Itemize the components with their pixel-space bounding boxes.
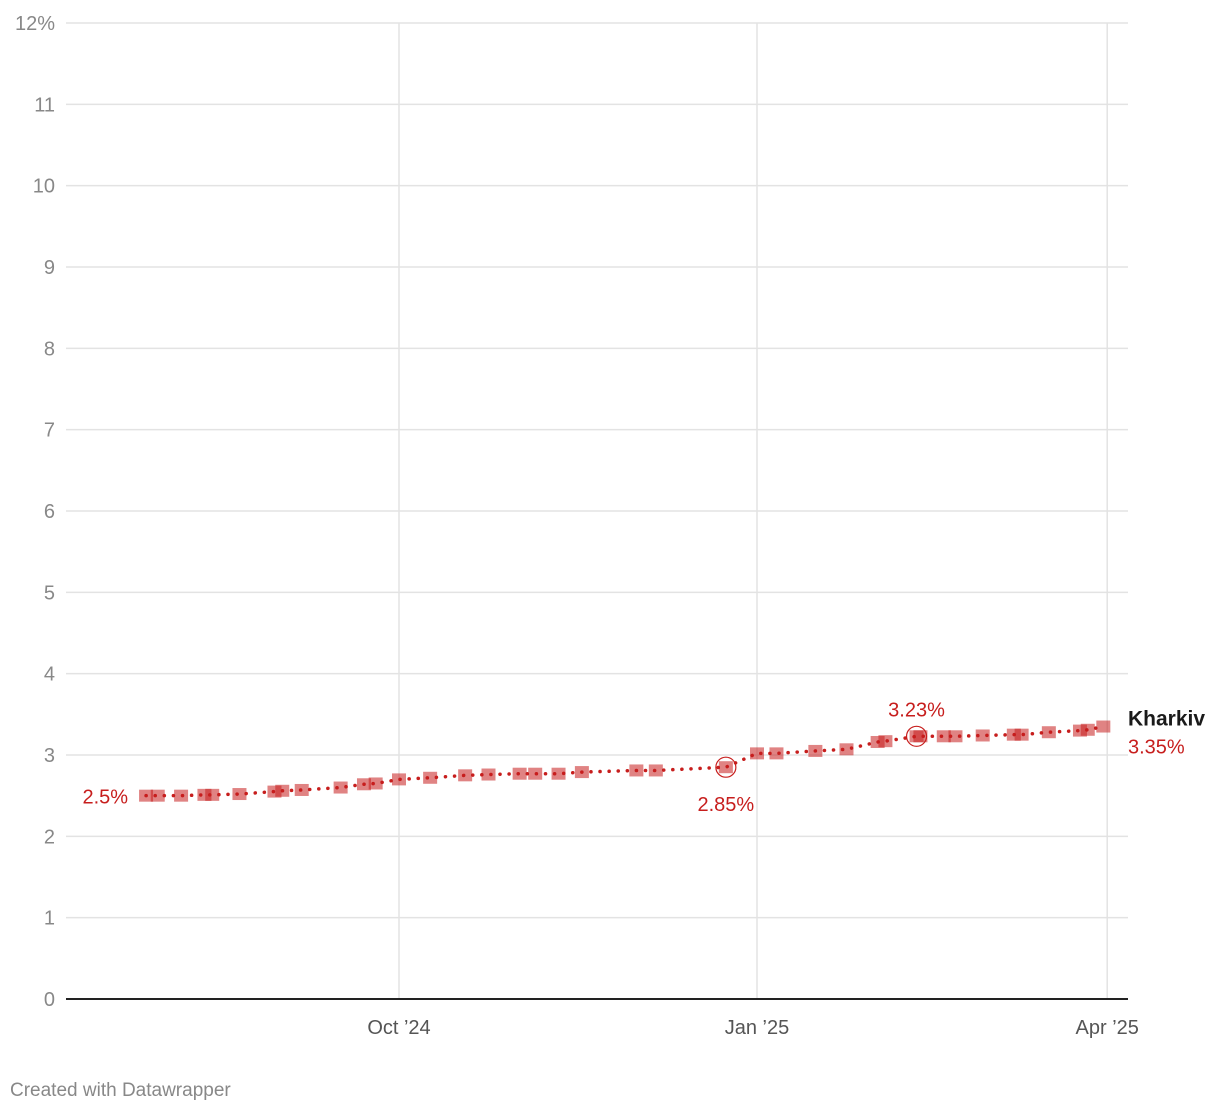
- data-point-marker: [808, 744, 823, 757]
- highlight-circle: [715, 756, 737, 778]
- value-annotation: 2.5%: [82, 787, 128, 809]
- y-tick-label: 3: [44, 745, 55, 767]
- data-point-marker: [1080, 723, 1095, 736]
- data-point-marker: [648, 764, 663, 777]
- value-annotation: 2.85%: [698, 794, 755, 816]
- data-point-marker: [392, 773, 406, 786]
- data-point-marker: [750, 747, 764, 760]
- data-point-marker: [294, 783, 309, 796]
- data-point-marker: [423, 771, 438, 784]
- value-annotation: 3.23%: [888, 699, 945, 721]
- data-point-marker: [174, 789, 189, 802]
- data-point-marker: [368, 777, 383, 790]
- data-point-marker: [718, 761, 733, 774]
- data-point-marker: [275, 784, 290, 797]
- series-line: [144, 724, 1106, 798]
- data-point-marker: [936, 730, 951, 743]
- y-tick-label: 11: [34, 94, 55, 116]
- y-tick-label: 1: [44, 908, 55, 930]
- data-point-marker: [356, 778, 371, 791]
- credit-text: Created with Datawrapper: [10, 1080, 231, 1101]
- data-point-marker: [1041, 726, 1056, 739]
- data-point-marker: [333, 781, 348, 794]
- data-point-marker: [512, 767, 527, 780]
- data-point-marker: [878, 735, 893, 748]
- data-point-marker: [769, 747, 784, 760]
- data-point-marker: [629, 764, 644, 777]
- y-tick-label: 10: [33, 176, 55, 198]
- x-tick-label: Oct ’24: [367, 1017, 430, 1039]
- data-point-marker: [458, 769, 473, 782]
- data-point-marker: [481, 768, 496, 781]
- y-tick-label: 6: [44, 501, 55, 523]
- data-point-marker: [574, 766, 589, 779]
- data-point-marker: [528, 767, 543, 780]
- data-point-marker: [1096, 720, 1111, 733]
- data-point-marker: [975, 729, 990, 742]
- data-point-marker: [913, 730, 928, 743]
- highlight-circle: [905, 725, 928, 747]
- y-tick-label: 7: [44, 420, 55, 442]
- y-tick-label: 2: [44, 826, 55, 848]
- y-tick-label: 5: [44, 582, 55, 604]
- x-tick-label: Jan ’25: [725, 1017, 790, 1039]
- x-tick-label: Apr ’25: [1076, 1017, 1139, 1039]
- y-tick-label: 8: [44, 338, 55, 360]
- data-point-marker: [839, 743, 854, 756]
- y-tick-label: 12%: [15, 13, 55, 35]
- data-point-marker: [948, 730, 963, 743]
- data-point-marker: [551, 767, 566, 780]
- data-point-marker: [139, 789, 154, 802]
- data-point-marker: [1014, 728, 1029, 741]
- data-point-marker: [232, 788, 247, 801]
- series-end-label: Kharkiv: [1128, 708, 1205, 731]
- y-tick-label: 0: [44, 989, 55, 1011]
- y-tick-label: 4: [44, 664, 55, 686]
- data-point-marker: [150, 789, 165, 802]
- y-tick-label: 9: [44, 257, 55, 279]
- series-end-value: 3.35%: [1128, 737, 1185, 759]
- data-point-marker: [205, 788, 220, 801]
